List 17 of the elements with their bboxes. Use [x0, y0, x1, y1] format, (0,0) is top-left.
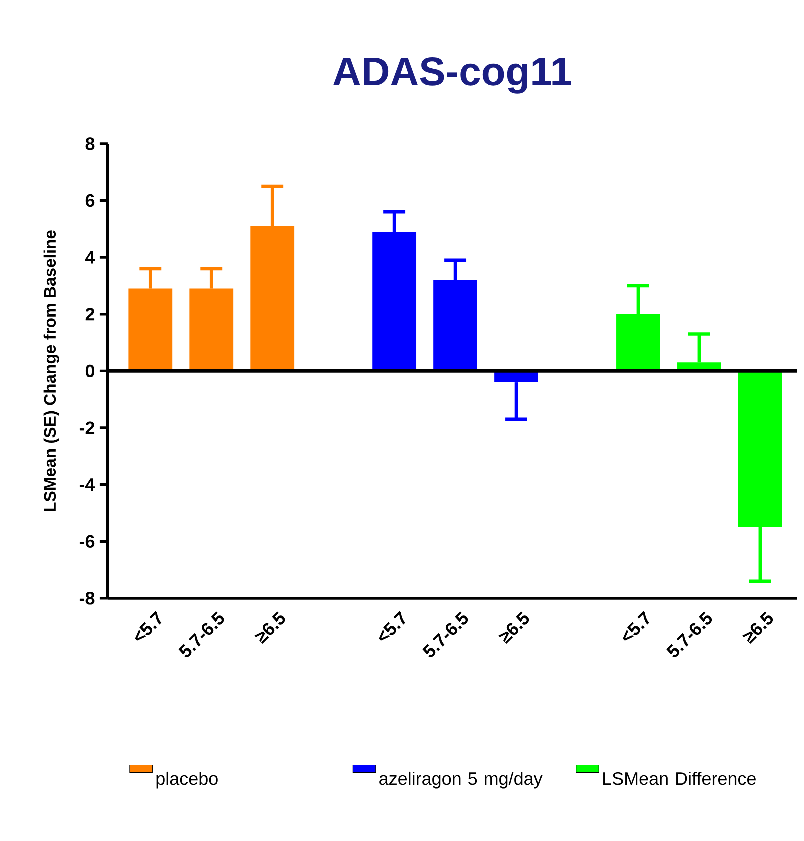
y-tick-label: -2: [80, 422, 95, 434]
chart-title: ADAS-cog11: [334, 58, 572, 94]
y-axis-title: LSMean (SE) Change from Baseline: [44, 230, 60, 512]
y-tick-label: -4: [80, 478, 96, 491]
legend-label: azeliragon 5 mg/day: [380, 772, 543, 789]
y-tick-label: 8: [86, 138, 95, 150]
y-tick-label: 4: [86, 251, 96, 264]
x-tick-label: <5.7: [379, 611, 406, 641]
y-tick-label: -6: [80, 535, 95, 548]
x-tick-label: <5.7: [135, 611, 162, 641]
y-tick-label: -8: [80, 592, 95, 605]
legend-label: placebo: [156, 772, 218, 789]
legend-label: LSMean Difference: [604, 772, 756, 786]
x-tick-label: <5.7: [623, 611, 650, 641]
y-tick-label: 6: [86, 194, 95, 208]
y-tick-label: 2: [86, 308, 95, 321]
y-tick-label: 0: [86, 364, 95, 378]
